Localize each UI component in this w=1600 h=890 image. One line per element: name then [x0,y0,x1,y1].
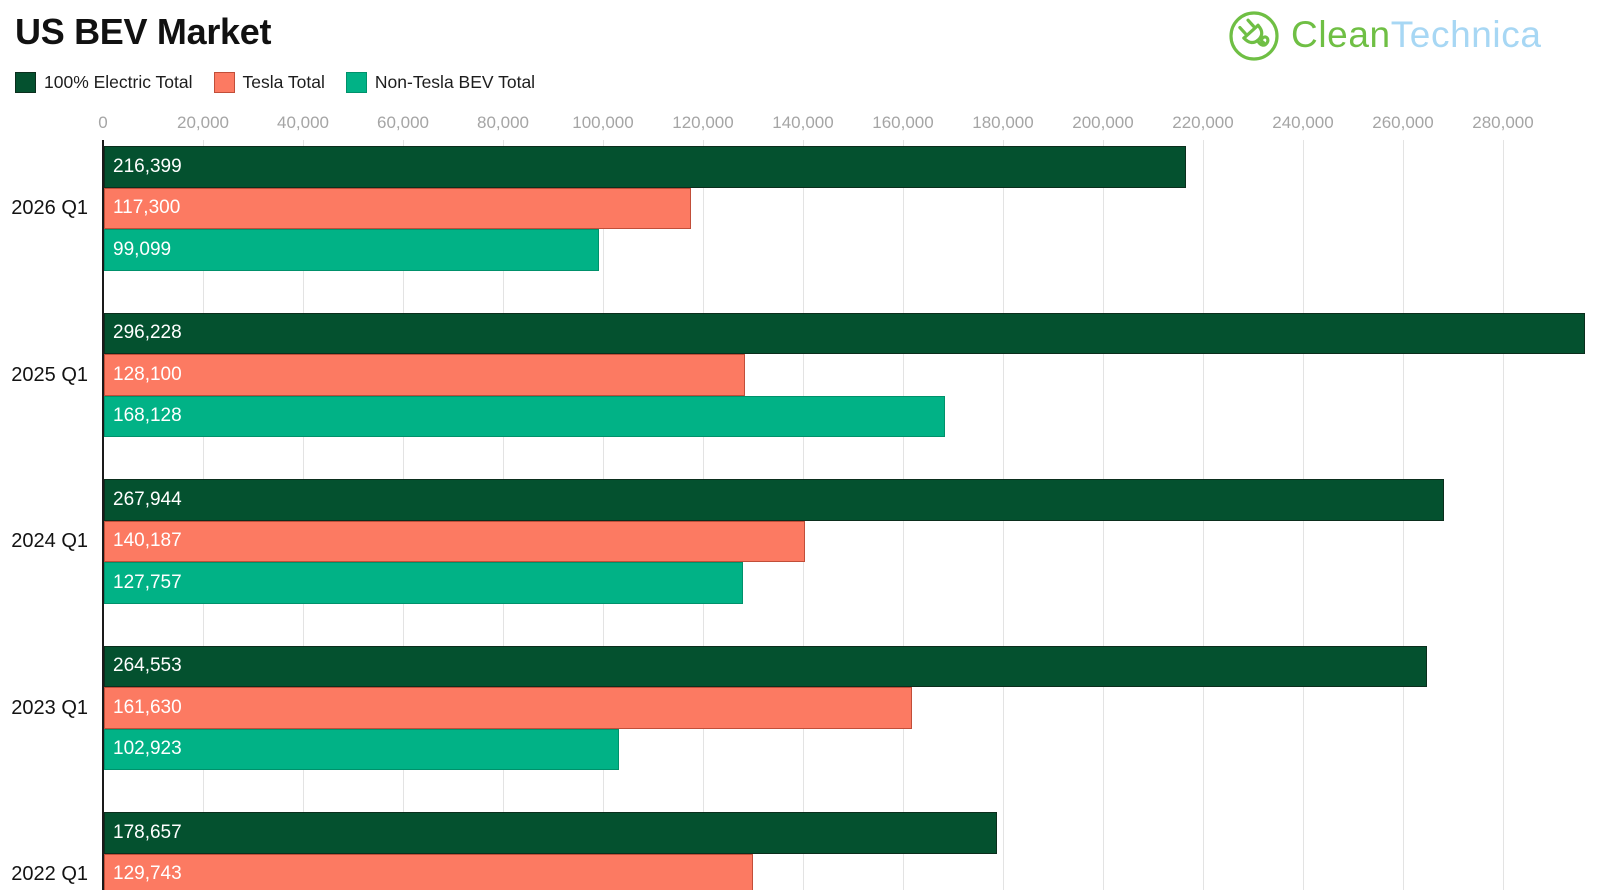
x-tick-label: 280,000 [1472,113,1534,132]
bar-value-label: 102,923 [113,738,182,760]
legend-item-2[interactable]: Tesla Total [213,71,325,93]
bar-value-label: 127,757 [113,571,182,593]
chart-legend: 100% Electric Total Tesla Total Non-Tesla … [15,70,535,94]
y-axis-line [102,140,104,890]
bar: 296,228 [104,312,1586,354]
bar-value-label: 168,128 [113,405,182,427]
bar: 128,100 [104,354,745,396]
bar: 178,657 [104,812,998,854]
x-tick-label: 80,000 [477,113,529,132]
legend-label: 100% Electric Total [44,71,193,92]
x-tick-label: 140,000 [772,113,834,132]
bar-value-label: 267,944 [113,488,182,510]
x-tick-label: 160,000 [872,113,934,132]
legend-label: Non-Tesla BEV Total [374,71,536,92]
x-tick-label: 120,000 [672,113,734,132]
bar: 127,757 [104,562,743,604]
gridline [1503,140,1504,890]
logo-wordmark: CleanTechnica [1291,5,1542,65]
category-label: 2022 Q1 [11,863,88,886]
bar: 216,399 [104,146,1186,188]
category-label: 2023 Q1 [11,696,88,719]
bar-value-label: 129,743 [113,863,182,885]
x-tick-label: 200,000 [1072,113,1134,132]
bar-value-label: 264,553 [113,655,182,677]
legend-swatch [345,71,367,93]
x-tick-label: 180,000 [972,113,1034,132]
bar: 267,944 [104,479,1444,521]
bar: 264,553 [104,645,1427,687]
cleantechnica-logo-icon [1226,7,1282,63]
x-tick-label: 60,000 [377,113,429,132]
bar: 99,099 [104,229,600,271]
category-label: 2026 Q1 [11,197,88,220]
cleantechnica-logo[interactable]: CleanTechnica [1226,5,1542,65]
x-tick-label: 20,000 [177,113,229,132]
page-title: US BEV Market [15,11,272,52]
category-label: 2025 Q1 [11,363,88,386]
x-tick-label: 40,000 [277,113,329,132]
category-label: 2024 Q1 [11,530,88,553]
bar-value-label: 117,300 [113,197,181,219]
legend-swatch [213,71,235,93]
bar: 168,128 [104,395,945,437]
logo-text-clean: Clean [1291,14,1391,55]
bar-value-label: 128,100 [113,363,182,385]
bar-value-label: 161,630 [113,696,182,718]
bar: 140,187 [104,520,805,562]
logo-text-technica: Technica [1390,14,1542,55]
bar-value-label: 99,099 [113,238,172,260]
x-tick-label: 0 [98,113,108,132]
legend-label: Tesla Total [242,71,325,92]
bar: 102,923 [104,728,619,770]
legend-item-1[interactable]: 100% Electric Total [15,71,193,93]
x-tick-label: 220,000 [1172,113,1234,132]
bar: 161,630 [104,687,913,729]
bar-value-label: 140,187 [113,530,182,552]
legend-swatch [15,71,36,93]
x-tick-label: 260,000 [1372,113,1434,132]
bar-value-label: 216,399 [113,155,182,177]
bar: 117,300 [104,187,691,229]
bar: 129,743 [104,853,753,890]
x-tick-label: 100,000 [572,113,634,132]
bar-value-label: 178,657 [113,821,182,843]
legend-item-3[interactable]: Non-Tesla BEV Total [345,71,536,93]
bar-value-label: 296,228 [113,322,182,344]
x-tick-label: 240,000 [1272,113,1334,132]
